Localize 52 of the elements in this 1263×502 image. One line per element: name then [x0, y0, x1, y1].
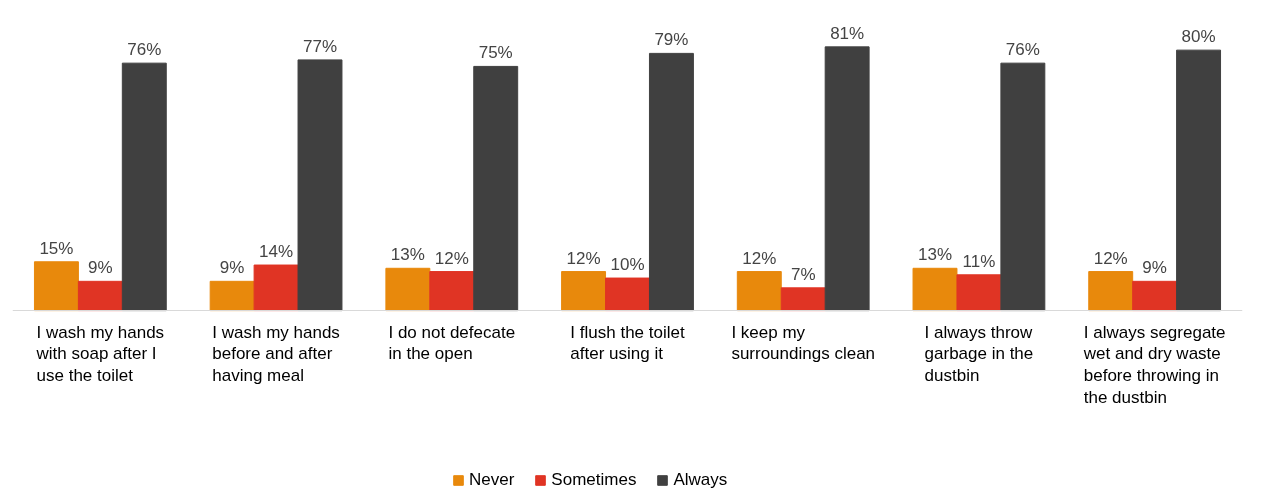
bar	[956, 274, 1002, 312]
data-label: 79%	[654, 30, 689, 50]
legend-label: Never	[469, 470, 515, 490]
data-label: 10%	[610, 255, 645, 275]
legend-label: Sometimes	[551, 470, 637, 490]
legend-label: Always	[673, 470, 728, 490]
bar	[912, 267, 958, 312]
data-label: 76%	[127, 40, 162, 60]
data-label: 80%	[1181, 27, 1216, 47]
x-tick-label: I keep my surroundings clean	[731, 322, 876, 364]
bar	[385, 267, 431, 312]
x-tick-label: I do not defecate in the open	[388, 322, 516, 364]
data-label: 7%	[790, 264, 816, 284]
data-label: 11%	[962, 251, 996, 271]
data-label: 77%	[302, 36, 338, 56]
x-tick-label: I wash my hands before and after having meal	[212, 322, 340, 386]
bar	[1176, 49, 1222, 312]
bar	[297, 59, 343, 312]
bar	[736, 271, 782, 312]
bar	[77, 280, 123, 312]
x-tick-label: I flush the toilet after using it	[570, 322, 685, 364]
data-label: 14%	[259, 242, 294, 262]
data-label: 12%	[742, 248, 777, 268]
bar	[780, 287, 826, 312]
bar	[209, 280, 255, 312]
bar	[1000, 62, 1046, 312]
x-tick-label: I always segregate wet and dry waste before throwing in the dustbin	[1082, 322, 1226, 408]
data-label: 13%	[917, 245, 953, 265]
bar	[824, 46, 870, 312]
bar	[33, 261, 79, 312]
data-label: 75%	[478, 43, 513, 63]
bar	[473, 65, 519, 312]
data-label: 9%	[88, 258, 113, 278]
bar	[648, 52, 694, 312]
bar	[121, 62, 167, 312]
bar	[605, 277, 650, 312]
data-label: 15%	[39, 238, 74, 258]
data-label: 76%	[1005, 40, 1040, 60]
bar	[561, 271, 607, 312]
data-label: 9%	[219, 258, 245, 278]
data-label: 81%	[830, 23, 865, 43]
data-label: 9%	[1142, 258, 1167, 278]
data-label: 12%	[434, 248, 469, 268]
data-label: 12%	[566, 248, 601, 268]
bar	[253, 264, 299, 312]
bar	[1088, 271, 1134, 312]
x-tick-label: I always throw garbage in the dustbin	[924, 322, 1034, 386]
bar	[429, 271, 475, 312]
bar	[1132, 280, 1178, 312]
data-label: 12%	[1093, 248, 1128, 268]
x-tick-label: I wash my hands with soap after I use the toilet	[35, 322, 165, 386]
data-label: 13%	[390, 245, 425, 265]
